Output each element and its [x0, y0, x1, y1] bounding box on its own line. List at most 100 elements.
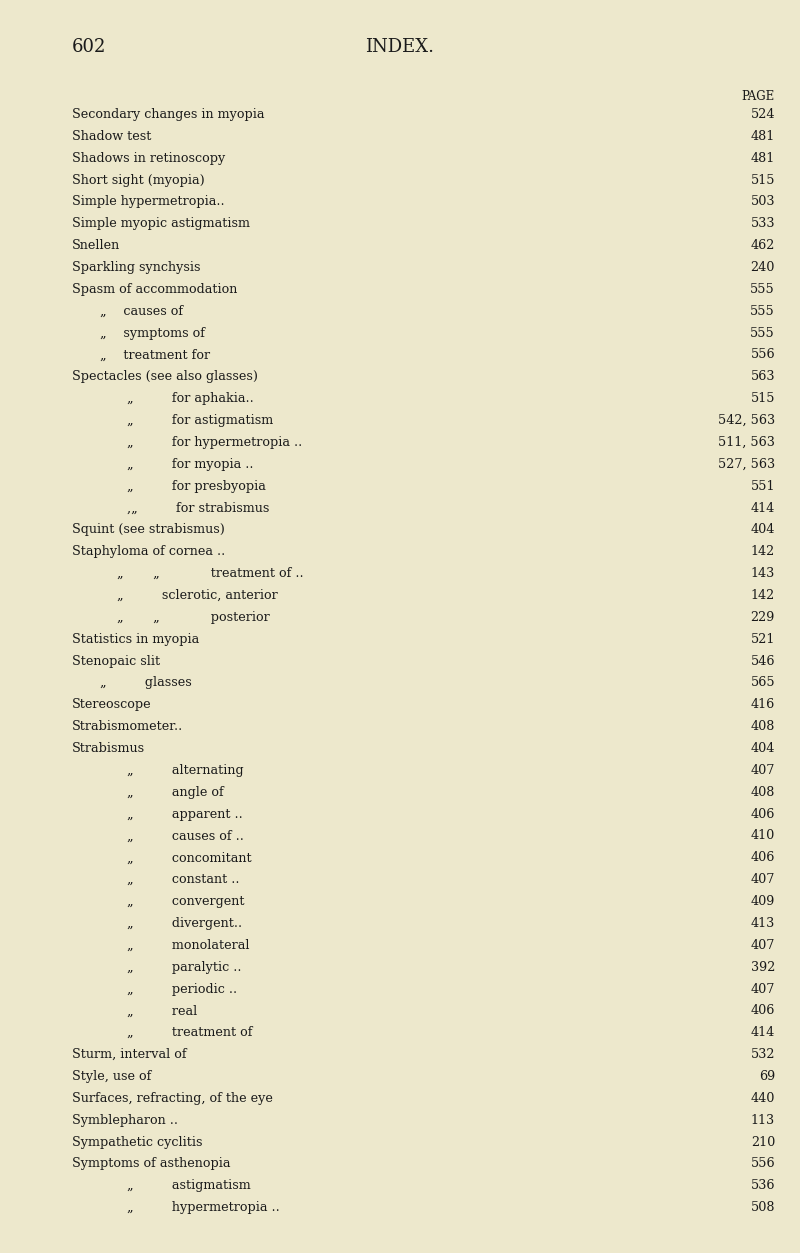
- Text: „   for hypermetropia ..: „ for hypermetropia ..: [127, 436, 302, 449]
- Text: Spectacles (see also glasses): Spectacles (see also glasses): [72, 371, 258, 383]
- Text: Sturm, interval of: Sturm, interval of: [72, 1048, 186, 1061]
- Text: Symptoms of asthenopia: Symptoms of asthenopia: [72, 1158, 230, 1170]
- Text: „   angle of: „ angle of: [127, 786, 224, 798]
- Text: „   concomitant: „ concomitant: [127, 851, 252, 865]
- Text: „   real: „ real: [127, 1005, 198, 1017]
- Text: 407: 407: [750, 764, 775, 777]
- Text: Stereoscope: Stereoscope: [72, 698, 152, 712]
- Text: Sympathetic cyclitis: Sympathetic cyclitis: [72, 1135, 202, 1149]
- Text: 142: 142: [750, 589, 775, 601]
- Text: 481: 481: [750, 152, 775, 164]
- Text: 407: 407: [750, 938, 775, 952]
- Text: „   monolateral: „ monolateral: [127, 938, 250, 952]
- Text: 532: 532: [750, 1048, 775, 1061]
- Text: „   for astigmatism: „ for astigmatism: [127, 413, 274, 427]
- Text: „   causes of ..: „ causes of ..: [127, 829, 244, 842]
- Text: 142: 142: [750, 545, 775, 559]
- Text: 524: 524: [750, 108, 775, 122]
- Text: 440: 440: [750, 1091, 775, 1105]
- Text: Strabismometer..: Strabismometer..: [72, 720, 183, 733]
- Text: „   for presbyopia: „ for presbyopia: [127, 480, 266, 492]
- Text: Secondary changes in myopia: Secondary changes in myopia: [72, 108, 265, 122]
- Text: 481: 481: [750, 130, 775, 143]
- Text: 392: 392: [750, 961, 775, 974]
- Text: 407: 407: [750, 873, 775, 886]
- Text: 404: 404: [750, 524, 775, 536]
- Text: Strabismus: Strabismus: [72, 742, 145, 756]
- Text: 409: 409: [750, 895, 775, 908]
- Text: 503: 503: [750, 195, 775, 208]
- Text: INDEX.: INDEX.: [366, 38, 434, 56]
- Text: Short sight (myopia): Short sight (myopia): [72, 174, 205, 187]
- Text: „   paralytic ..: „ paralytic ..: [127, 961, 242, 974]
- Text: 515: 515: [750, 174, 775, 187]
- Text: 406: 406: [750, 1005, 775, 1017]
- Text: 556: 556: [750, 1158, 775, 1170]
- Text: Staphyloma of cornea ..: Staphyloma of cornea ..: [72, 545, 226, 559]
- Text: ,„   for strabismus: ,„ for strabismus: [127, 501, 270, 515]
- Text: Stenopaic slit: Stenopaic slit: [72, 654, 160, 668]
- Text: 533: 533: [750, 217, 775, 231]
- Text: 508: 508: [750, 1202, 775, 1214]
- Text: Symblepharon ..: Symblepharon ..: [72, 1114, 178, 1126]
- Text: Simple hypermetropia..: Simple hypermetropia..: [72, 195, 225, 208]
- Text: „  treatment for: „ treatment for: [100, 348, 210, 361]
- Text: 521: 521: [750, 633, 775, 645]
- Text: „   hypermetropia ..: „ hypermetropia ..: [127, 1202, 280, 1214]
- Text: „   periodic ..: „ periodic ..: [127, 982, 237, 996]
- Text: Statistics in myopia: Statistics in myopia: [72, 633, 199, 645]
- Text: 462: 462: [750, 239, 775, 252]
- Text: 511, 563: 511, 563: [718, 436, 775, 449]
- Text: „   „    treatment of ..: „ „ treatment of ..: [117, 568, 304, 580]
- Text: Shadows in retinoscopy: Shadows in retinoscopy: [72, 152, 226, 164]
- Text: Squint (see strabismus): Squint (see strabismus): [72, 524, 225, 536]
- Text: 408: 408: [750, 786, 775, 798]
- Text: „   constant ..: „ constant ..: [127, 873, 239, 886]
- Text: 406: 406: [750, 851, 775, 865]
- Text: 555: 555: [750, 327, 775, 340]
- Text: „   „    posterior: „ „ posterior: [117, 611, 270, 624]
- Text: 404: 404: [750, 742, 775, 756]
- Text: „  causes of: „ causes of: [100, 304, 183, 318]
- Text: 556: 556: [750, 348, 775, 361]
- Text: 551: 551: [750, 480, 775, 492]
- Text: 555: 555: [750, 304, 775, 318]
- Text: 602: 602: [72, 38, 106, 56]
- Text: 555: 555: [750, 283, 775, 296]
- Text: 563: 563: [750, 371, 775, 383]
- Text: 414: 414: [750, 1026, 775, 1039]
- Text: 408: 408: [750, 720, 775, 733]
- Text: Snellen: Snellen: [72, 239, 120, 252]
- Text: „   alternating: „ alternating: [127, 764, 244, 777]
- Text: 210: 210: [750, 1135, 775, 1149]
- Text: 406: 406: [750, 808, 775, 821]
- Text: 229: 229: [750, 611, 775, 624]
- Text: 240: 240: [750, 261, 775, 274]
- Text: 69: 69: [758, 1070, 775, 1083]
- Text: „   for myopia ..: „ for myopia ..: [127, 457, 254, 471]
- Text: Simple myopic astigmatism: Simple myopic astigmatism: [72, 217, 250, 231]
- Text: Shadow test: Shadow test: [72, 130, 151, 143]
- Text: Style, use of: Style, use of: [72, 1070, 151, 1083]
- Text: „   apparent ..: „ apparent ..: [127, 808, 242, 821]
- Text: PAGE: PAGE: [742, 90, 775, 103]
- Text: „   for aphakia..: „ for aphakia..: [127, 392, 254, 405]
- Text: 542, 563: 542, 563: [718, 413, 775, 427]
- Text: 565: 565: [750, 677, 775, 689]
- Text: „   treatment of: „ treatment of: [127, 1026, 253, 1039]
- Text: 413: 413: [750, 917, 775, 930]
- Text: Spasm of accommodation: Spasm of accommodation: [72, 283, 238, 296]
- Text: „   convergent: „ convergent: [127, 895, 245, 908]
- Text: 527, 563: 527, 563: [718, 457, 775, 471]
- Text: „   sclerotic, anterior: „ sclerotic, anterior: [117, 589, 278, 601]
- Text: 546: 546: [750, 654, 775, 668]
- Text: 410: 410: [750, 829, 775, 842]
- Text: 143: 143: [750, 568, 775, 580]
- Text: „   divergent..: „ divergent..: [127, 917, 242, 930]
- Text: Surfaces, refracting, of the eye: Surfaces, refracting, of the eye: [72, 1091, 273, 1105]
- Text: „   glasses: „ glasses: [100, 677, 192, 689]
- Text: „   astigmatism: „ astigmatism: [127, 1179, 250, 1193]
- Text: „  symptoms of: „ symptoms of: [100, 327, 205, 340]
- Text: 113: 113: [751, 1114, 775, 1126]
- Text: 416: 416: [750, 698, 775, 712]
